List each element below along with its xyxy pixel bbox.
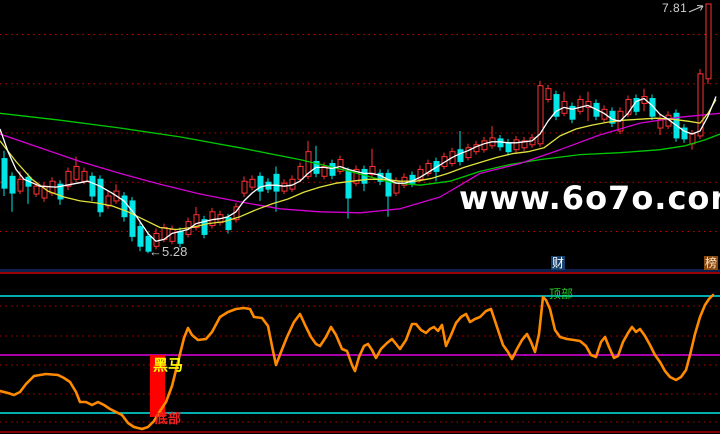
bottom-zone-label: 底部 [155, 411, 182, 426]
candle-body [297, 165, 304, 180]
candle-body [537, 85, 544, 145]
candle-body [457, 149, 464, 163]
candle-body [505, 142, 512, 153]
candle-body [329, 163, 336, 176]
candle-body [345, 170, 352, 199]
candle-body [425, 163, 432, 174]
candle-body [689, 133, 696, 145]
candle-body [17, 178, 24, 192]
candle-body [585, 100, 592, 108]
candle-body [497, 138, 504, 148]
watermark: www.6o7o.com [459, 179, 720, 217]
candle-body [305, 151, 312, 177]
candle-body [177, 230, 184, 244]
candle-body [273, 173, 280, 192]
candle-body [249, 178, 256, 188]
indicator-line [0, 293, 715, 431]
candle-body [577, 98, 584, 112]
candle-body [33, 185, 40, 195]
candle-body [241, 180, 248, 194]
ma-magenta [0, 112, 720, 214]
candle-body [193, 214, 200, 229]
candle-body [281, 182, 288, 192]
candle-body [521, 140, 528, 149]
candle-body [417, 168, 424, 180]
candle-body [625, 98, 632, 115]
candle-body [129, 200, 136, 237]
candle-body [369, 165, 376, 175]
candle-body [513, 139, 520, 151]
candle-body [89, 175, 96, 197]
candle-body [121, 195, 128, 218]
candle-body [337, 159, 344, 172]
ma-green [0, 112, 720, 186]
badge-cai[interactable]: 财 [551, 256, 565, 270]
ma-white [0, 96, 717, 242]
divider-navy-band [0, 269, 720, 272]
candle-body [649, 98, 656, 117]
ma-yellow [0, 99, 717, 231]
candle-body [569, 105, 576, 120]
price-high-label: 7.81 [662, 1, 688, 15]
candle-body [641, 96, 648, 104]
candle-body [657, 118, 664, 129]
candle-body [145, 235, 152, 252]
candle-body [697, 73, 704, 137]
candle-body [1, 158, 8, 189]
candle-body [169, 229, 176, 242]
candle-body [545, 88, 552, 100]
candle-body [321, 165, 328, 177]
top-zone-label: 顶部 [549, 287, 574, 301]
candle-body [225, 217, 232, 231]
candle-body [553, 94, 560, 117]
candle-body [353, 168, 360, 184]
signal-bar [150, 355, 165, 417]
signal-bar-label: 黑马 [153, 357, 184, 374]
candle-body [465, 147, 472, 159]
candle-body [57, 183, 64, 200]
candle-body [97, 178, 104, 213]
candle-body [481, 140, 488, 151]
candle-body [65, 170, 72, 187]
candle-body [201, 219, 208, 235]
price-low-label: ←5.28 [149, 244, 188, 259]
candle-body [81, 170, 88, 182]
candle-body [73, 165, 80, 180]
candle-body [257, 175, 264, 192]
candle-body [137, 226, 144, 247]
candle-body [681, 127, 688, 140]
badge-bang[interactable]: 榜 [704, 256, 718, 270]
candle-body [9, 175, 16, 194]
candle-body [705, 3, 712, 80]
high-annotation-arrow [688, 5, 704, 13]
candle-body [385, 172, 392, 197]
